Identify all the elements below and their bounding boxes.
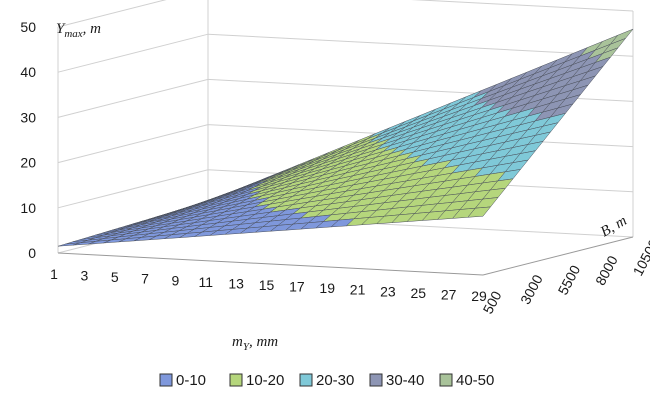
x-tick-label: 11 (199, 274, 214, 290)
z-tick-label: 30 (20, 109, 36, 125)
z-tick-label: 10 (20, 200, 36, 216)
legend-swatch (439, 373, 453, 387)
surface-plot (57, 28, 634, 247)
x-tick-label: 29 (471, 288, 487, 304)
grid-walls (57, 0, 634, 254)
legend-label: 0-10 (176, 372, 206, 389)
x-title-tail: , mm (249, 334, 278, 350)
z-title-main: Y (56, 21, 66, 37)
x-axis-line (57, 252, 484, 276)
y-tick-label: 5500 (555, 262, 584, 297)
y-tick-label: 8000 (592, 253, 621, 288)
x-title-sub: Y (243, 341, 251, 353)
x-tick-label: 27 (441, 286, 457, 302)
x-tick-label: 7 (141, 271, 149, 287)
z-tick-label: 50 (20, 19, 36, 35)
y-axis-line (482, 236, 634, 276)
x-tick-label: 15 (259, 277, 275, 293)
x-tick-label: 1 (50, 266, 58, 282)
z-tick-label: 20 (20, 155, 36, 171)
x-tick-label: 25 (410, 285, 426, 301)
x-tick-label: 9 (172, 272, 180, 288)
legend-label: 30-40 (386, 372, 424, 389)
legend: 0-10 10-20 20-30 30-40 40-50 (159, 372, 494, 389)
legend-swatch (299, 373, 313, 387)
x-tick-label: 23 (380, 283, 396, 299)
x-tick-label: 21 (350, 282, 366, 298)
x-tick-label: 13 (228, 275, 244, 291)
x-tick-label: 19 (319, 280, 335, 296)
legend-swatch (369, 373, 383, 387)
x-title-main: m (232, 334, 243, 350)
x-tick-label: 17 (289, 279, 305, 295)
surface-cell (467, 206, 492, 218)
legend-label: 40-50 (456, 372, 494, 389)
legend-label: 20-30 (316, 372, 354, 389)
axis-edges (57, 236, 634, 276)
x-tick-label: 3 (80, 268, 88, 284)
z-tick-label: 40 (20, 64, 36, 80)
x-axis-title: mY, mm (232, 334, 278, 353)
y-tick-label: 10500 (630, 236, 650, 278)
z-axis-title: Ymax, m (56, 21, 101, 40)
y-tick-label: 3000 (517, 272, 546, 307)
z-title-tail: , m (83, 21, 102, 37)
gridline (57, 0, 634, 28)
legend-swatch (159, 373, 173, 387)
z-tick-label: 0 (28, 245, 36, 261)
z-title-sub: max (64, 28, 82, 40)
legend-label: 10-20 (246, 372, 284, 389)
legend-swatch (229, 373, 243, 387)
x-tick-label: 5 (111, 269, 119, 285)
